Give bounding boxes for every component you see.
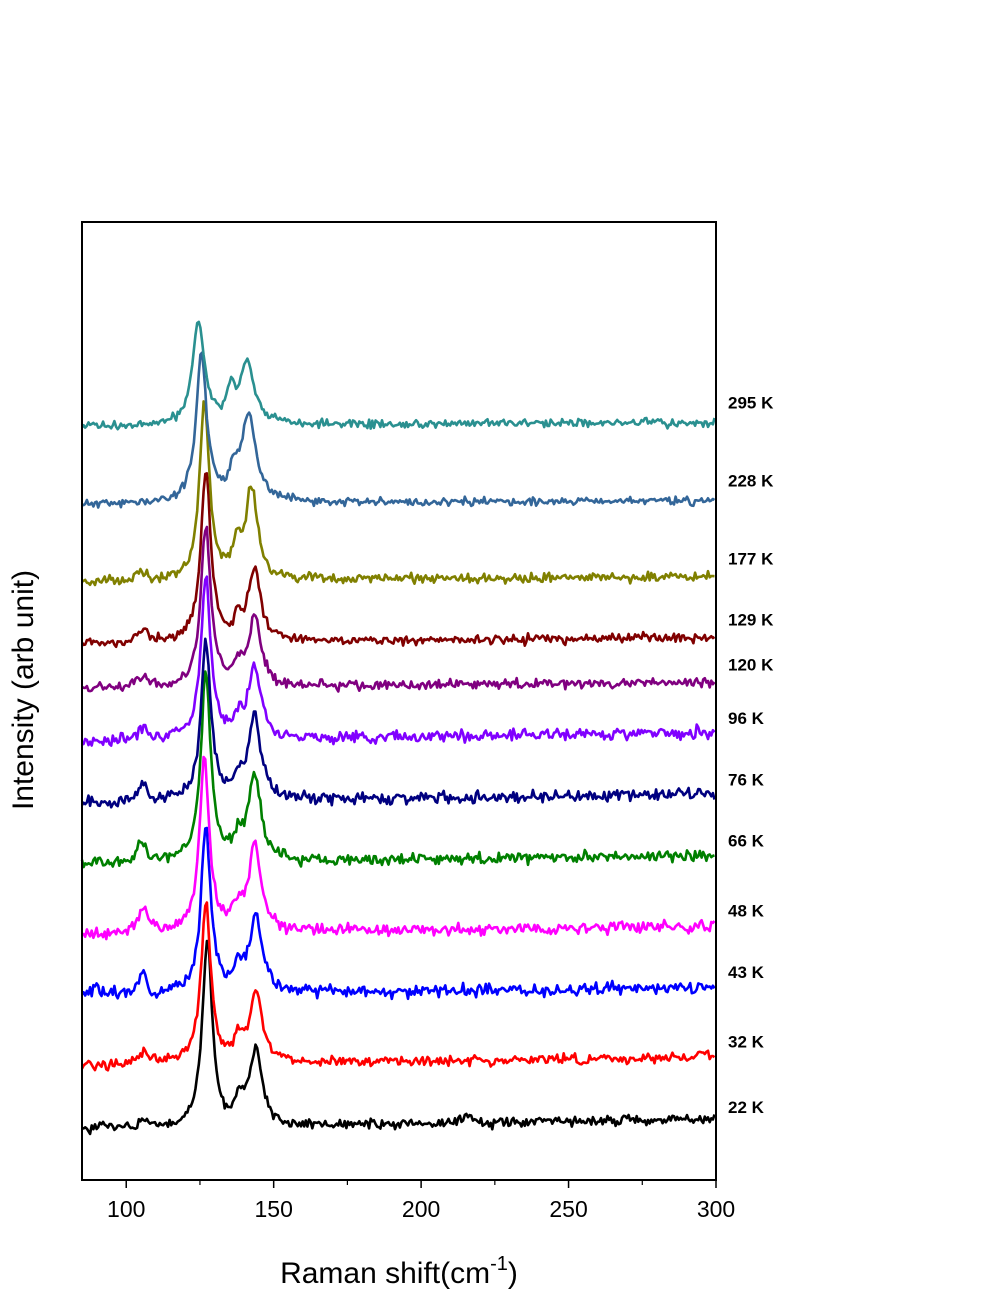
series-line [80, 826, 716, 1001]
series-line [80, 637, 716, 809]
x-axis-label: Raman shift(cm-1) [280, 1253, 518, 1290]
series-label: 120 K [728, 656, 774, 675]
series-line [81, 939, 716, 1136]
series-line [80, 472, 716, 649]
series-label: 76 K [728, 770, 765, 789]
series-label: 66 K [728, 832, 765, 851]
traces [80, 320, 716, 1136]
x-tick-label: 300 [697, 1196, 735, 1222]
series-label: 43 K [728, 963, 765, 982]
series-labels: 22 K 32 K 43 K 48 K 66 K 76 K 96 K 120 K 129 K 17… [728, 394, 774, 1117]
series-label: 228 K [728, 471, 774, 490]
series-line [81, 400, 715, 587]
series-label: 48 K [728, 901, 765, 920]
x-tick-label: 200 [402, 1196, 440, 1222]
series-label: 177 K [728, 549, 774, 568]
y-axis-label: Intensity (arb unit) [7, 570, 40, 810]
series-line [80, 670, 715, 869]
plot-frame [81, 221, 717, 1181]
series-line [80, 320, 716, 431]
series-label: 32 K [728, 1032, 765, 1051]
series-label: 295 K [728, 394, 774, 413]
x-axis: 100 150 200 250 300 [107, 1180, 735, 1222]
x-tick-label: 150 [254, 1196, 292, 1222]
series-line [81, 575, 716, 747]
series-line [81, 755, 716, 941]
x-tick-label: 250 [549, 1196, 587, 1222]
series-label: 96 K [728, 709, 765, 728]
x-tick-label: 100 [107, 1196, 145, 1222]
series-label: 22 K [728, 1098, 765, 1117]
series-label: 129 K [728, 611, 774, 630]
series-line [81, 525, 716, 693]
series-line [80, 901, 716, 1072]
series-line [81, 351, 716, 509]
